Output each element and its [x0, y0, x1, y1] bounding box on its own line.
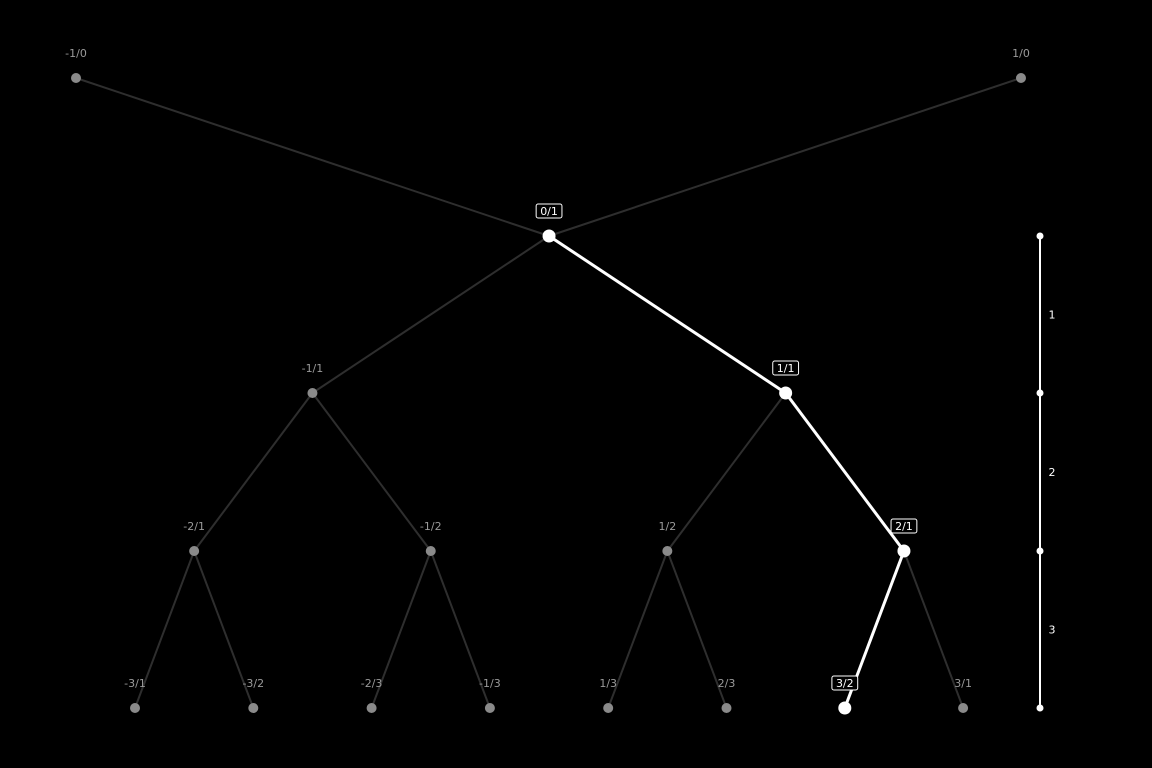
node-label-box: [535, 203, 563, 219]
node-dot[interactable]: [958, 703, 969, 713]
node-label: 2/3: [718, 677, 736, 690]
edge-root-to-n-1-1: [311, 235, 550, 394]
node-dot[interactable]: [662, 546, 673, 556]
node-n-2-1[interactable]: -2/1: [183, 520, 205, 556]
node-label: -2/1: [183, 520, 205, 533]
edge-neg-inf-to-root: [75, 77, 550, 237]
edge-n2-1-to-n3-1: [903, 550, 965, 709]
node-pos-inf[interactable]: 1/0: [1012, 47, 1030, 83]
node-label: 2/1: [895, 520, 913, 533]
ruler-depth-label: 2: [1049, 466, 1056, 479]
depth-ruler: 1 2 3: [1036, 232, 1056, 712]
node-dot[interactable]: [307, 388, 318, 398]
node-n2-1[interactable]: 2/1: [890, 518, 918, 558]
node-dot[interactable]: [248, 703, 259, 713]
node-label: 1/0: [1012, 47, 1030, 60]
node-n-1-3[interactable]: -1/3: [479, 677, 501, 713]
node-dot[interactable]: [838, 701, 852, 715]
node-dot[interactable]: [366, 703, 377, 713]
edge-n1-1-to-n2-1: [784, 392, 906, 552]
node-label-box: [772, 360, 800, 376]
ruler-depth-label: 3: [1049, 624, 1056, 637]
ruler-tick: [1036, 389, 1044, 397]
edge-n-1-1-to-n-2-1: [193, 392, 314, 552]
node-label-box: [890, 518, 918, 534]
node-dot[interactable]: [425, 546, 436, 556]
node-label: -3/2: [242, 677, 264, 690]
node-dot[interactable]: [897, 544, 911, 558]
node-label: 1/2: [658, 520, 676, 533]
ruler-tick: [1036, 232, 1044, 240]
edge-n-2-1-to-n-3-2: [193, 550, 255, 709]
edge-root-to-n1-1: [548, 234, 787, 395]
node-n3-2[interactable]: 3/2: [831, 675, 859, 715]
node-label: 3/1: [954, 677, 972, 690]
edges-layer: [75, 77, 1022, 709]
node-n1-1[interactable]: 1/1: [772, 360, 800, 400]
node-n3-1[interactable]: 3/1: [954, 677, 972, 713]
ruler-tick: [1036, 547, 1044, 555]
node-n2-3[interactable]: 2/3: [718, 677, 736, 713]
edge-n-1-2-to-n-1-3: [429, 550, 491, 709]
edge-n1-2-to-n1-3: [607, 550, 669, 709]
node-root[interactable]: 0/1: [535, 203, 563, 243]
node-label: -1/2: [420, 520, 442, 533]
ruler-tick: [1036, 704, 1044, 712]
node-label: -2/3: [361, 677, 383, 690]
edge-n-2-1-to-n-3-1: [134, 550, 196, 709]
node-label: -1/0: [65, 47, 87, 60]
node-dot[interactable]: [130, 703, 140, 713]
node-label: -3/1: [124, 677, 146, 690]
node-n-3-1[interactable]: -3/1: [124, 677, 146, 713]
node-dot[interactable]: [542, 229, 556, 243]
node-label: -1/3: [479, 677, 501, 690]
edge-n1-1-to-n1-2: [666, 392, 787, 552]
node-n-2-3[interactable]: -2/3: [361, 677, 383, 713]
ruler-depth-label: 1: [1049, 309, 1056, 322]
node-n1-2[interactable]: 1/2: [658, 520, 676, 556]
node-dot[interactable]: [71, 73, 81, 83]
node-label: -1/1: [302, 362, 324, 375]
node-n-1-1[interactable]: -1/1: [302, 362, 324, 398]
node-dot[interactable]: [603, 703, 614, 713]
node-n-3-2[interactable]: -3/2: [242, 677, 264, 713]
node-dot[interactable]: [1016, 73, 1026, 83]
nodes-layer: -1/0 1/0 0/1 -1/1 1/1 -2/1 -1/2 1/2 2/1 -3/1 -3/2 -…: [65, 47, 1030, 715]
node-dot[interactable]: [721, 703, 732, 713]
edge-pos-inf-to-root: [548, 77, 1022, 237]
node-dot[interactable]: [779, 386, 793, 400]
edge-n-1-1-to-n-1-2: [311, 392, 432, 552]
node-label: 3/2: [836, 677, 854, 690]
node-n1-3[interactable]: 1/3: [599, 677, 617, 713]
node-n-1-2[interactable]: -1/2: [420, 520, 442, 556]
node-label: 0/1: [540, 205, 558, 218]
node-label: 1/1: [777, 362, 795, 375]
node-dot[interactable]: [484, 703, 495, 713]
node-neg-inf[interactable]: -1/0: [65, 47, 87, 83]
node-label: 1/3: [599, 677, 617, 690]
node-dot[interactable]: [189, 546, 200, 556]
node-label-box: [831, 675, 859, 691]
edge-n-1-2-to-n-2-3: [370, 550, 432, 709]
edge-n1-2-to-n2-3: [666, 550, 728, 709]
